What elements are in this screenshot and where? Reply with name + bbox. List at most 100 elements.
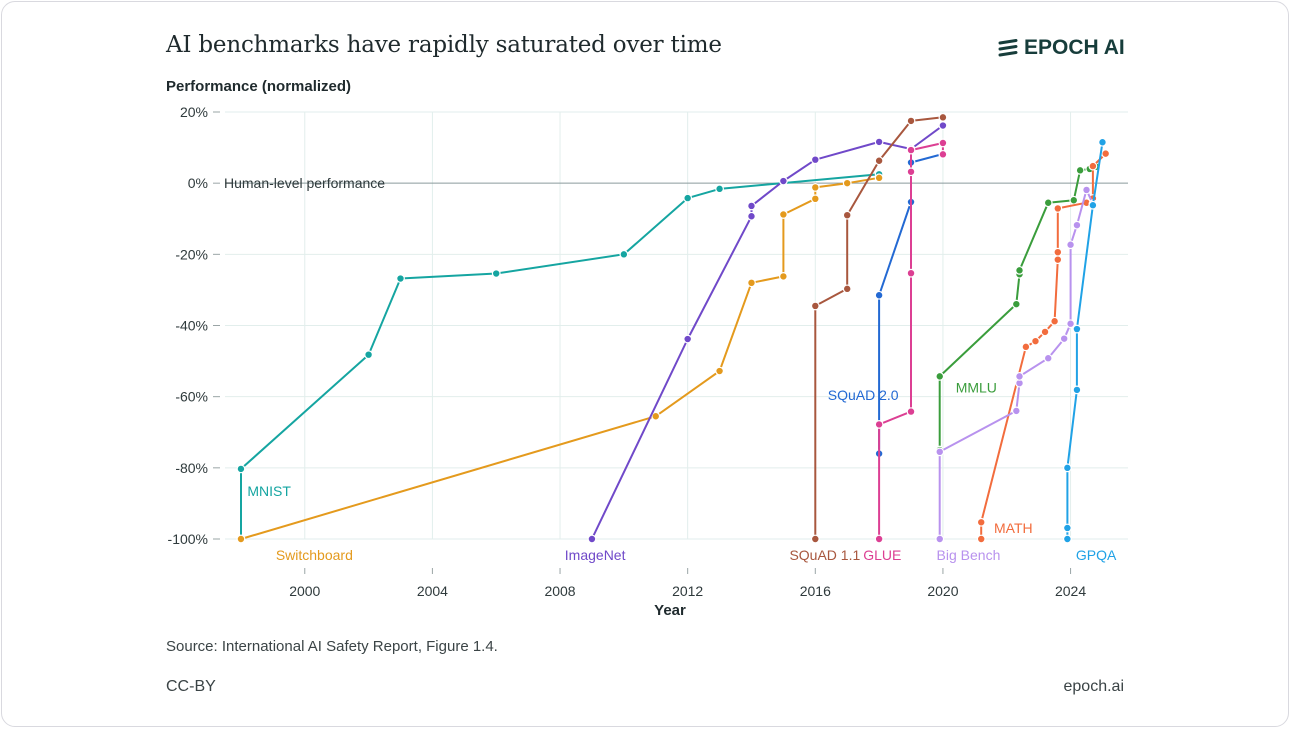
- data-point[interactable]: [906, 116, 916, 126]
- data-point[interactable]: [1088, 200, 1098, 210]
- epoch-ai-logo[interactable]: EPOCH AI: [998, 35, 1125, 61]
- data-point[interactable]: [874, 173, 884, 183]
- series-gpqa: [1062, 137, 1107, 544]
- data-point[interactable]: [1066, 240, 1075, 250]
- data-point[interactable]: [810, 534, 820, 544]
- data-point[interactable]: [935, 534, 945, 544]
- data-point[interactable]: [842, 210, 852, 220]
- data-point[interactable]: [938, 138, 948, 148]
- data-point[interactable]: [651, 411, 661, 421]
- data-point[interactable]: [1031, 336, 1040, 346]
- data-point[interactable]: [747, 211, 756, 221]
- series-label: GPQA: [1076, 547, 1117, 563]
- data-point[interactable]: [810, 301, 820, 311]
- y-tick-label: -20%: [175, 246, 208, 262]
- data-point[interactable]: [1040, 327, 1050, 337]
- data-point[interactable]: [874, 534, 884, 544]
- data-point[interactable]: [842, 178, 852, 188]
- data-point[interactable]: [1043, 353, 1053, 363]
- data-point[interactable]: [364, 350, 373, 360]
- y-tick-label: -40%: [175, 318, 208, 334]
- data-point[interactable]: [1011, 299, 1021, 309]
- data-point[interactable]: [938, 112, 948, 122]
- data-point[interactable]: [1053, 204, 1063, 213]
- data-point[interactable]: [810, 183, 820, 192]
- series-math: [976, 149, 1111, 544]
- x-tick-label: 2008: [544, 583, 575, 599]
- data-point[interactable]: [938, 121, 948, 130]
- data-point[interactable]: [1053, 255, 1063, 265]
- data-point[interactable]: [619, 249, 629, 259]
- data-point[interactable]: [810, 155, 820, 165]
- data-point[interactable]: [1062, 534, 1072, 544]
- data-point[interactable]: [935, 371, 945, 381]
- data-point[interactable]: [715, 184, 724, 194]
- data-point[interactable]: [1072, 385, 1082, 395]
- data-point[interactable]: [874, 420, 884, 429]
- data-point[interactable]: [1069, 195, 1079, 205]
- data-point[interactable]: [587, 534, 597, 544]
- data-point[interactable]: [1015, 371, 1024, 381]
- data-point[interactable]: [1050, 316, 1060, 326]
- human-level-label: Human-level performance: [224, 175, 385, 191]
- data-point[interactable]: [1043, 198, 1053, 208]
- data-point[interactable]: [1101, 149, 1111, 159]
- data-point[interactable]: [747, 201, 756, 211]
- data-point[interactable]: [1082, 185, 1091, 195]
- data-point[interactable]: [1062, 523, 1072, 533]
- y-axis-title: Performance (normalized): [166, 78, 352, 95]
- data-point[interactable]: [491, 269, 501, 278]
- y-tick-label: -80%: [175, 460, 208, 476]
- series-label: GLUE: [863, 547, 901, 563]
- data-point[interactable]: [810, 194, 820, 204]
- data-point[interactable]: [935, 447, 945, 457]
- series-label: Big Bench: [937, 547, 1001, 563]
- data-point[interactable]: [1098, 137, 1107, 147]
- data-point[interactable]: [1066, 319, 1075, 329]
- x-tick-label: 2020: [927, 583, 958, 599]
- x-tick-label: 2004: [417, 583, 448, 599]
- data-point[interactable]: [874, 290, 884, 300]
- data-point[interactable]: [906, 407, 916, 417]
- data-point[interactable]: [683, 334, 693, 344]
- series-squad-1-1: [810, 112, 948, 544]
- data-point[interactable]: [906, 145, 916, 155]
- data-point[interactable]: [906, 268, 916, 278]
- data-point[interactable]: [236, 534, 246, 544]
- data-point[interactable]: [1072, 220, 1082, 230]
- data-point[interactable]: [747, 278, 756, 288]
- data-point[interactable]: [1015, 265, 1024, 275]
- data-point[interactable]: [938, 149, 948, 159]
- data-point[interactable]: [683, 193, 693, 203]
- series-label: MMLU: [956, 379, 997, 395]
- series-label: MNIST: [247, 483, 291, 499]
- data-point[interactable]: [778, 176, 788, 186]
- y-tick-labels: 20% 0% -20% -40% -60% -80% -100%: [168, 104, 220, 547]
- data-point[interactable]: [874, 137, 884, 147]
- data-point[interactable]: [842, 284, 852, 294]
- data-point[interactable]: [396, 274, 405, 283]
- data-point[interactable]: [976, 534, 986, 544]
- data-point[interactable]: [1075, 165, 1085, 175]
- data-point[interactable]: [1062, 463, 1072, 473]
- data-point[interactable]: [778, 210, 788, 219]
- data-point[interactable]: [1021, 342, 1031, 352]
- data-point[interactable]: [236, 464, 246, 474]
- license-text: CC-BY: [166, 678, 216, 695]
- data-point[interactable]: [1059, 334, 1069, 344]
- logo-text: EPOCH AI: [1024, 36, 1125, 59]
- x-axis-title: Year: [654, 602, 686, 619]
- data-point[interactable]: [715, 366, 724, 376]
- series-switchboard: [236, 173, 884, 544]
- data-point[interactable]: [778, 271, 788, 281]
- data-point[interactable]: [874, 156, 884, 166]
- data-point[interactable]: [906, 167, 916, 177]
- data-point[interactable]: [1072, 324, 1082, 334]
- data-point[interactable]: [976, 517, 986, 527]
- site-link[interactable]: epoch.ai: [1063, 678, 1125, 695]
- data-point[interactable]: [1011, 406, 1021, 416]
- series-big-bench: [935, 185, 1098, 544]
- data-point[interactable]: [1053, 247, 1063, 257]
- data-point[interactable]: [1088, 161, 1098, 171]
- human-level-reference: Human-level performance: [224, 175, 1128, 191]
